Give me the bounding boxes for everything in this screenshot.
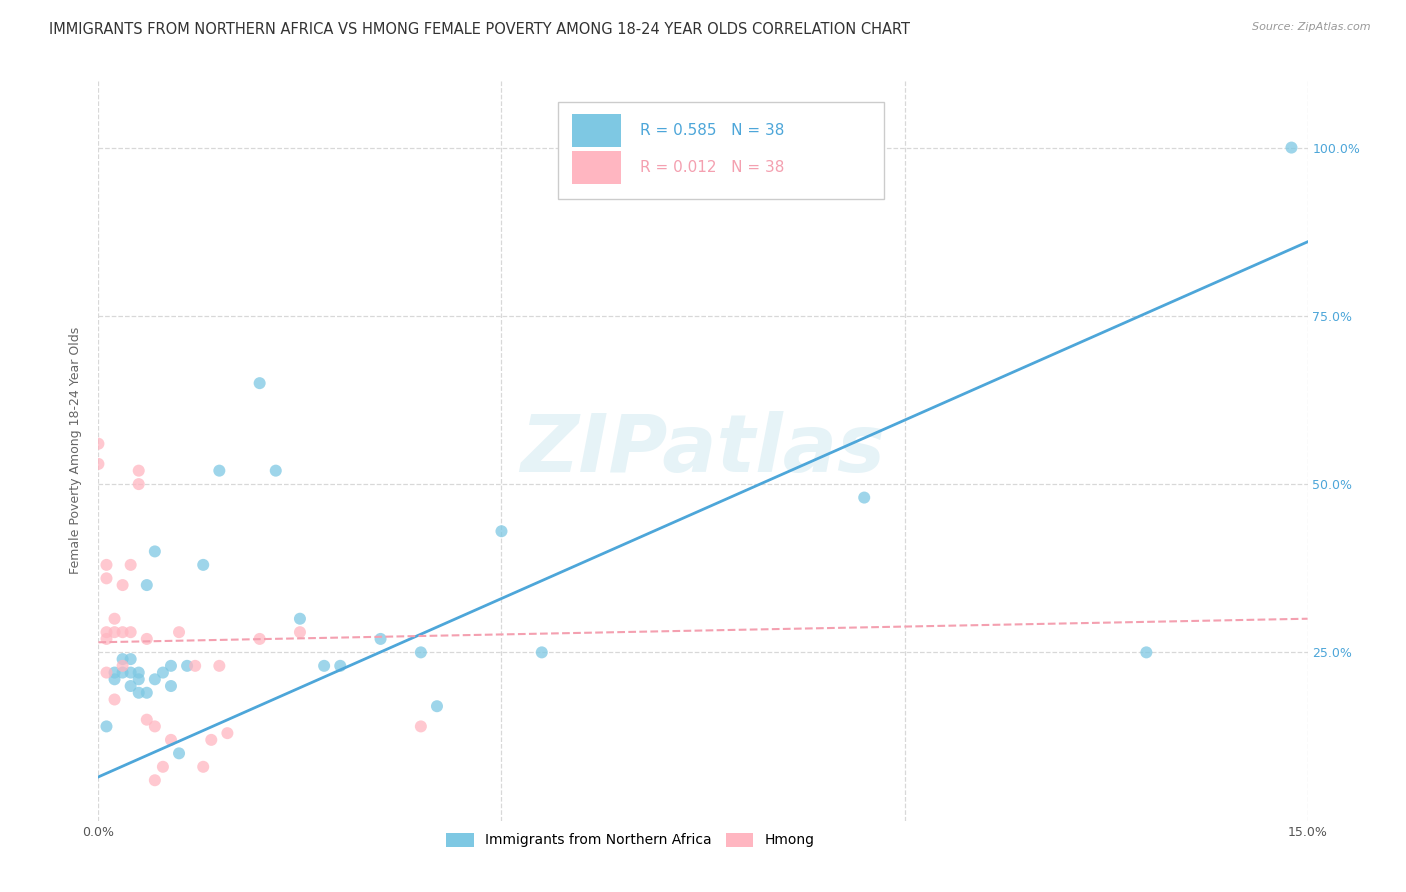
FancyBboxPatch shape xyxy=(572,151,621,185)
Point xyxy=(103,625,125,640)
Point xyxy=(288,625,311,640)
Point xyxy=(135,578,157,592)
Point xyxy=(96,625,118,640)
Point xyxy=(530,645,553,659)
Point xyxy=(111,652,134,666)
Point xyxy=(288,612,311,626)
Point xyxy=(135,713,157,727)
Point xyxy=(184,658,207,673)
Point xyxy=(426,699,449,714)
Point xyxy=(176,658,198,673)
Point xyxy=(96,719,118,733)
Point xyxy=(96,571,118,585)
FancyBboxPatch shape xyxy=(558,103,884,199)
Point xyxy=(120,652,142,666)
Point xyxy=(160,732,183,747)
Point xyxy=(96,632,118,646)
Y-axis label: Female Poverty Among 18-24 Year Olds: Female Poverty Among 18-24 Year Olds xyxy=(69,326,83,574)
Point xyxy=(96,665,118,680)
Point xyxy=(167,625,190,640)
Point xyxy=(264,464,287,478)
Point xyxy=(160,679,183,693)
Point xyxy=(103,665,125,680)
Point xyxy=(329,658,352,673)
Point xyxy=(128,665,150,680)
Point xyxy=(135,686,157,700)
Point xyxy=(409,645,432,659)
Point xyxy=(193,558,215,572)
Point xyxy=(217,726,239,740)
Point xyxy=(128,673,150,687)
Point xyxy=(491,524,513,539)
Point xyxy=(193,760,215,774)
Point xyxy=(143,719,166,733)
Point xyxy=(1281,140,1303,154)
Point xyxy=(120,679,142,693)
Point xyxy=(249,632,271,646)
Point xyxy=(111,625,134,640)
Point xyxy=(111,665,134,680)
Point xyxy=(120,625,142,640)
FancyBboxPatch shape xyxy=(572,114,621,147)
Point xyxy=(208,658,231,673)
Text: ZIPatlas: ZIPatlas xyxy=(520,411,886,490)
Point xyxy=(128,477,150,491)
Point xyxy=(200,732,222,747)
Point xyxy=(96,558,118,572)
Point xyxy=(103,612,125,626)
Point xyxy=(103,692,125,706)
Point xyxy=(208,464,231,478)
Point xyxy=(249,376,271,391)
Point xyxy=(409,719,432,733)
Point xyxy=(370,632,392,646)
Point xyxy=(314,658,336,673)
Point xyxy=(152,760,174,774)
Point xyxy=(111,578,134,592)
Text: R = 0.012   N = 38: R = 0.012 N = 38 xyxy=(640,161,785,175)
Text: Source: ZipAtlas.com: Source: ZipAtlas.com xyxy=(1253,22,1371,32)
Point xyxy=(111,658,134,673)
Point xyxy=(87,436,110,450)
Point xyxy=(160,658,183,673)
Point xyxy=(143,673,166,687)
Point xyxy=(853,491,876,505)
Point xyxy=(1135,645,1157,659)
Text: IMMIGRANTS FROM NORTHERN AFRICA VS HMONG FEMALE POVERTY AMONG 18-24 YEAR OLDS CO: IMMIGRANTS FROM NORTHERN AFRICA VS HMONG… xyxy=(49,22,910,37)
Point xyxy=(152,665,174,680)
Point xyxy=(87,457,110,471)
Text: R = 0.585   N = 38: R = 0.585 N = 38 xyxy=(640,123,785,138)
Legend: Immigrants from Northern Africa, Hmong: Immigrants from Northern Africa, Hmong xyxy=(439,826,821,855)
Point xyxy=(120,665,142,680)
Point xyxy=(128,686,150,700)
Point xyxy=(120,558,142,572)
Point xyxy=(143,773,166,788)
Point xyxy=(128,464,150,478)
Point xyxy=(167,747,190,761)
Point xyxy=(143,544,166,558)
Point xyxy=(135,632,157,646)
Point xyxy=(103,673,125,687)
